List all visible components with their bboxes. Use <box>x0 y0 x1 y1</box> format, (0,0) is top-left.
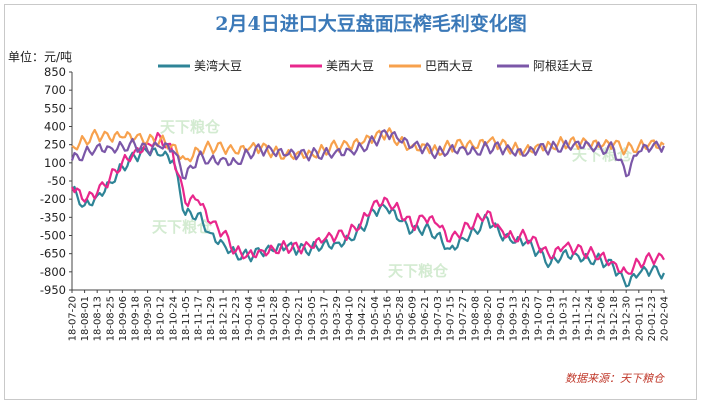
x-tick-label: 19-02-09 <box>282 296 293 341</box>
x-tick-label: 19-06-09 <box>408 296 419 341</box>
x-tick-label: 19-09-25 <box>521 296 532 341</box>
y-tick-label: 850 <box>44 65 66 79</box>
x-tick-label: 19-01-16 <box>256 296 267 341</box>
x-tick-label: 18-07-20 <box>68 296 79 341</box>
x-tick-label: 19-05-28 <box>395 296 406 341</box>
chart-title: 2月4日进口大豆盘面压榨毛利变化图 <box>215 12 526 35</box>
x-tick-label: 19-10-07 <box>534 296 545 341</box>
x-tick-label: 19-04-22 <box>357 296 368 341</box>
x-tick-label: 19-10-31 <box>559 296 570 341</box>
x-tick-label: 18-09-18 <box>130 296 141 341</box>
x-tick-label: 19-07-27 <box>458 296 469 341</box>
x-tick-label: 19-05-16 <box>382 296 393 341</box>
x-tick-label: 20-01-11 <box>634 296 645 341</box>
series-line <box>71 127 665 163</box>
x-tick-label: 19-11-12 <box>571 296 582 341</box>
y-tick-label: -50 <box>47 174 66 188</box>
y-tick-label: -650 <box>40 247 66 261</box>
legend-label: 美湾大豆 <box>194 58 242 73</box>
x-tick-label: 18-08-25 <box>105 296 116 341</box>
legend: 美湾大豆 美西大豆 巴西大豆 阿根廷大豆 <box>158 58 593 73</box>
x-tick-label: 19-12-18 <box>609 296 620 341</box>
plot-lines <box>70 127 666 288</box>
x-tick-label: 19-07-15 <box>445 296 456 341</box>
y-tick-label: 400 <box>44 120 66 134</box>
unit-label: 单位：元/吨 <box>8 49 72 64</box>
y-tick-label: 100 <box>44 156 66 170</box>
x-tick-label: 19-01-04 <box>244 296 255 341</box>
y-tick-label: 550 <box>44 101 66 115</box>
x-tick-label: 19-01-28 <box>269 296 280 341</box>
x-tick-label: 19-05-04 <box>370 296 381 341</box>
x-tick-label: 18-11-29 <box>206 296 217 341</box>
x-tick-label: 18-08-13 <box>93 296 104 341</box>
x-tick-label: 18-11-05 <box>181 296 192 341</box>
x-tick-label: 18-09-30 <box>143 296 154 341</box>
x-tick-label: 20-02-04 <box>660 296 671 341</box>
y-tick-label: -350 <box>40 210 66 224</box>
watermark-text: 天下粮仓 <box>388 262 449 280</box>
x-tick-label: 19-02-21 <box>294 296 305 341</box>
y-axis: 850 700 550 400 250 100 -50 -200 -350 -500 -650 -80… <box>40 65 73 297</box>
x-tick-label: 18-12-23 <box>231 296 242 341</box>
x-tick-label: 19-06-21 <box>420 296 431 341</box>
source-note: 数据来源：天下粮仓 <box>565 372 665 385</box>
y-tick-label: -800 <box>40 265 66 279</box>
x-tick-label: 19-04-10 <box>345 296 356 341</box>
x-tick-label: 19-09-01 <box>496 296 507 341</box>
series-line <box>70 129 666 180</box>
x-tick-label: 19-03-29 <box>332 296 343 341</box>
legend-label: 美西大豆 <box>326 59 374 73</box>
x-tick-label: 18-08-01 <box>80 296 91 341</box>
watermarks: 天下粮仓 天下粮仓 天下粮仓 天下粮仓 <box>152 118 633 280</box>
y-tick-label: 250 <box>44 138 66 152</box>
x-tick-label: 19-07-03 <box>433 296 444 341</box>
x-tick-label: 18-09-06 <box>118 296 129 341</box>
x-axis: 18-07-20 18-08-01 18-08-13 18-08-25 18-09-06… <box>68 289 671 341</box>
legend-label: 巴西大豆 <box>425 59 473 73</box>
x-tick-label: 19-03-17 <box>319 296 330 341</box>
x-tick-label: 19-12-30 <box>622 296 633 341</box>
x-tick-label: 19-08-08 <box>471 296 482 341</box>
x-tick-label: 19-08-20 <box>483 296 494 341</box>
x-tick-label: 19-10-19 <box>546 296 557 341</box>
x-tick-label: 20-01-23 <box>647 296 658 341</box>
x-tick-label: 19-11-24 <box>584 296 595 341</box>
legend-label: 阿根廷大豆 <box>533 59 593 73</box>
x-tick-label: 18-10-24 <box>168 296 179 341</box>
y-tick-label: -950 <box>40 283 66 297</box>
chart-frame <box>4 4 697 400</box>
x-tick-label: 18-11-17 <box>193 296 204 341</box>
x-tick-label: 19-09-13 <box>508 296 519 341</box>
series-line <box>71 147 666 288</box>
y-tick-label: -500 <box>40 229 66 243</box>
watermark-text: 天下粮仓 <box>160 118 221 136</box>
x-tick-label: 18-10-12 <box>156 296 167 341</box>
x-tick-label: 19-03-05 <box>307 296 318 341</box>
x-tick-label: 19-12-06 <box>597 296 608 341</box>
watermark-text: 天下粮仓 <box>152 218 213 236</box>
y-tick-label: 700 <box>44 83 66 97</box>
x-tick-label: 18-12-11 <box>219 296 230 341</box>
y-tick-label: -200 <box>40 192 66 206</box>
